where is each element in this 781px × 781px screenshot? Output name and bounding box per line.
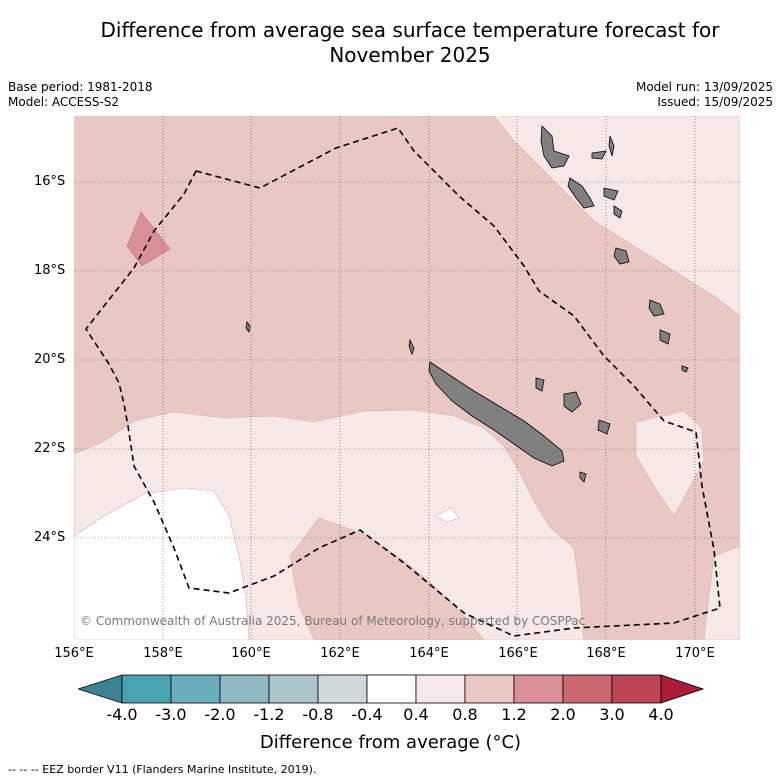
loyalty-islet-3	[597, 419, 611, 435]
colorbar-tick-label: 1.2	[501, 705, 527, 724]
meta-left: Base period: 1981-2018 Model: ACCESS-S2	[8, 80, 153, 110]
lat-label-16s: 16°S	[34, 174, 66, 189]
colorbar-tick-label: 2.0	[550, 705, 576, 724]
model-run: Model run: 13/09/2025	[635, 80, 773, 94]
colorbar-cell	[366, 674, 417, 704]
eez-legend-note: -- -- -- EEZ border V11 (Flanders Marine…	[8, 763, 317, 776]
chesterfield-islet	[245, 321, 251, 333]
isle-of-pines	[579, 471, 587, 483]
model-name: Model: ACCESS-S2	[8, 95, 120, 109]
colorbar-cell	[219, 674, 270, 704]
colorbar-tick-label: -2.0	[204, 705, 236, 724]
vanuatu-efate	[613, 247, 630, 265]
copyright-notice: © Commonwealth of Australia 2025, Bureau…	[80, 614, 586, 628]
colorbar-tick-label: 4.0	[648, 705, 674, 724]
vanuatu-ambrym	[603, 187, 619, 201]
colorbar-under-arrow	[78, 674, 123, 704]
vanuatu-epi	[613, 205, 623, 219]
graticule	[74, 116, 740, 640]
lon-label-156e: 156°E	[54, 646, 94, 661]
vanuatu-aneityum	[681, 365, 689, 373]
vanuatu-tanna	[659, 329, 671, 345]
loyalty-islet-1	[535, 377, 545, 392]
map-svg	[74, 116, 740, 640]
vanuatu-islet-2	[608, 135, 615, 157]
new-caledonia-island	[428, 361, 565, 467]
colorbar-label: Difference from average (°C)	[259, 732, 522, 753]
colorbar-cell	[317, 674, 368, 704]
anomaly-1.2-2.0-patch	[126, 211, 171, 267]
colorbar-cell	[170, 674, 221, 704]
vanuatu-erromango	[648, 299, 665, 317]
lon-label-166e: 166°E	[498, 646, 538, 661]
colorbar-cell	[121, 674, 172, 704]
colorbar-tick-label: 0.4	[403, 705, 429, 724]
lat-label-18s: 18°S	[34, 263, 66, 278]
eez-border	[85, 127, 721, 637]
anomaly-neutral-region-sw	[74, 487, 250, 640]
lat-label-24s: 24°S	[34, 530, 66, 545]
lon-label-168e: 168°E	[586, 646, 626, 661]
sst-map[interactable]	[74, 116, 740, 640]
colorbar-tick-label: -0.8	[302, 705, 334, 724]
base-period: Base period: 1981-2018	[8, 80, 153, 94]
anomaly-neutral-patch	[435, 507, 460, 523]
colorbar-cell	[562, 674, 613, 704]
lon-label-170e: 170°E	[675, 646, 715, 661]
lat-label-20s: 20°S	[34, 352, 66, 367]
colorbar-tick-label: 3.0	[599, 705, 625, 724]
vanuatu-espiritu-santo	[540, 125, 570, 169]
colorbar-cell	[464, 674, 515, 704]
colorbar-tick-label: -0.4	[351, 705, 383, 724]
colorbar-cells	[78, 674, 704, 704]
colorbar	[78, 674, 704, 704]
colorbar-tick-label: -4.0	[106, 705, 138, 724]
lon-label-162e: 162°E	[320, 646, 360, 661]
colorbar-tick-label: -3.0	[155, 705, 187, 724]
lon-label-160e: 160°E	[231, 646, 271, 661]
islet-1	[408, 338, 415, 356]
issued-date: Issued: 15/09/2025	[657, 95, 773, 109]
loyalty-islet-2	[563, 391, 582, 413]
colorbar-over-arrow	[660, 674, 704, 704]
map-title: Difference from average sea surface temp…	[60, 18, 760, 68]
lat-label-22s: 22°S	[34, 441, 66, 456]
colorbar-cell	[415, 674, 466, 704]
title-line-1: Difference from average sea surface temp…	[100, 18, 720, 42]
title-line-2: November 2025	[329, 43, 491, 67]
anomaly-0.4-0.8-patch-se	[635, 410, 705, 517]
vanuatu-islet-1	[591, 150, 607, 160]
colorbar-tick-label: -1.2	[253, 705, 285, 724]
colorbar-cell	[268, 674, 319, 704]
meta-right: Model run: 13/09/2025 Issued: 15/09/2025	[636, 80, 773, 110]
anomaly-0.4-0.8-patch-se2	[703, 545, 740, 640]
lon-label-164e: 164°E	[409, 646, 449, 661]
colorbar-cell	[513, 674, 564, 704]
colorbar-cell	[611, 674, 662, 704]
vanuatu-malakula	[567, 177, 595, 209]
lon-label-158e: 158°E	[143, 646, 183, 661]
colorbar-tick-label: 0.8	[452, 705, 478, 724]
land-masses	[245, 125, 689, 483]
